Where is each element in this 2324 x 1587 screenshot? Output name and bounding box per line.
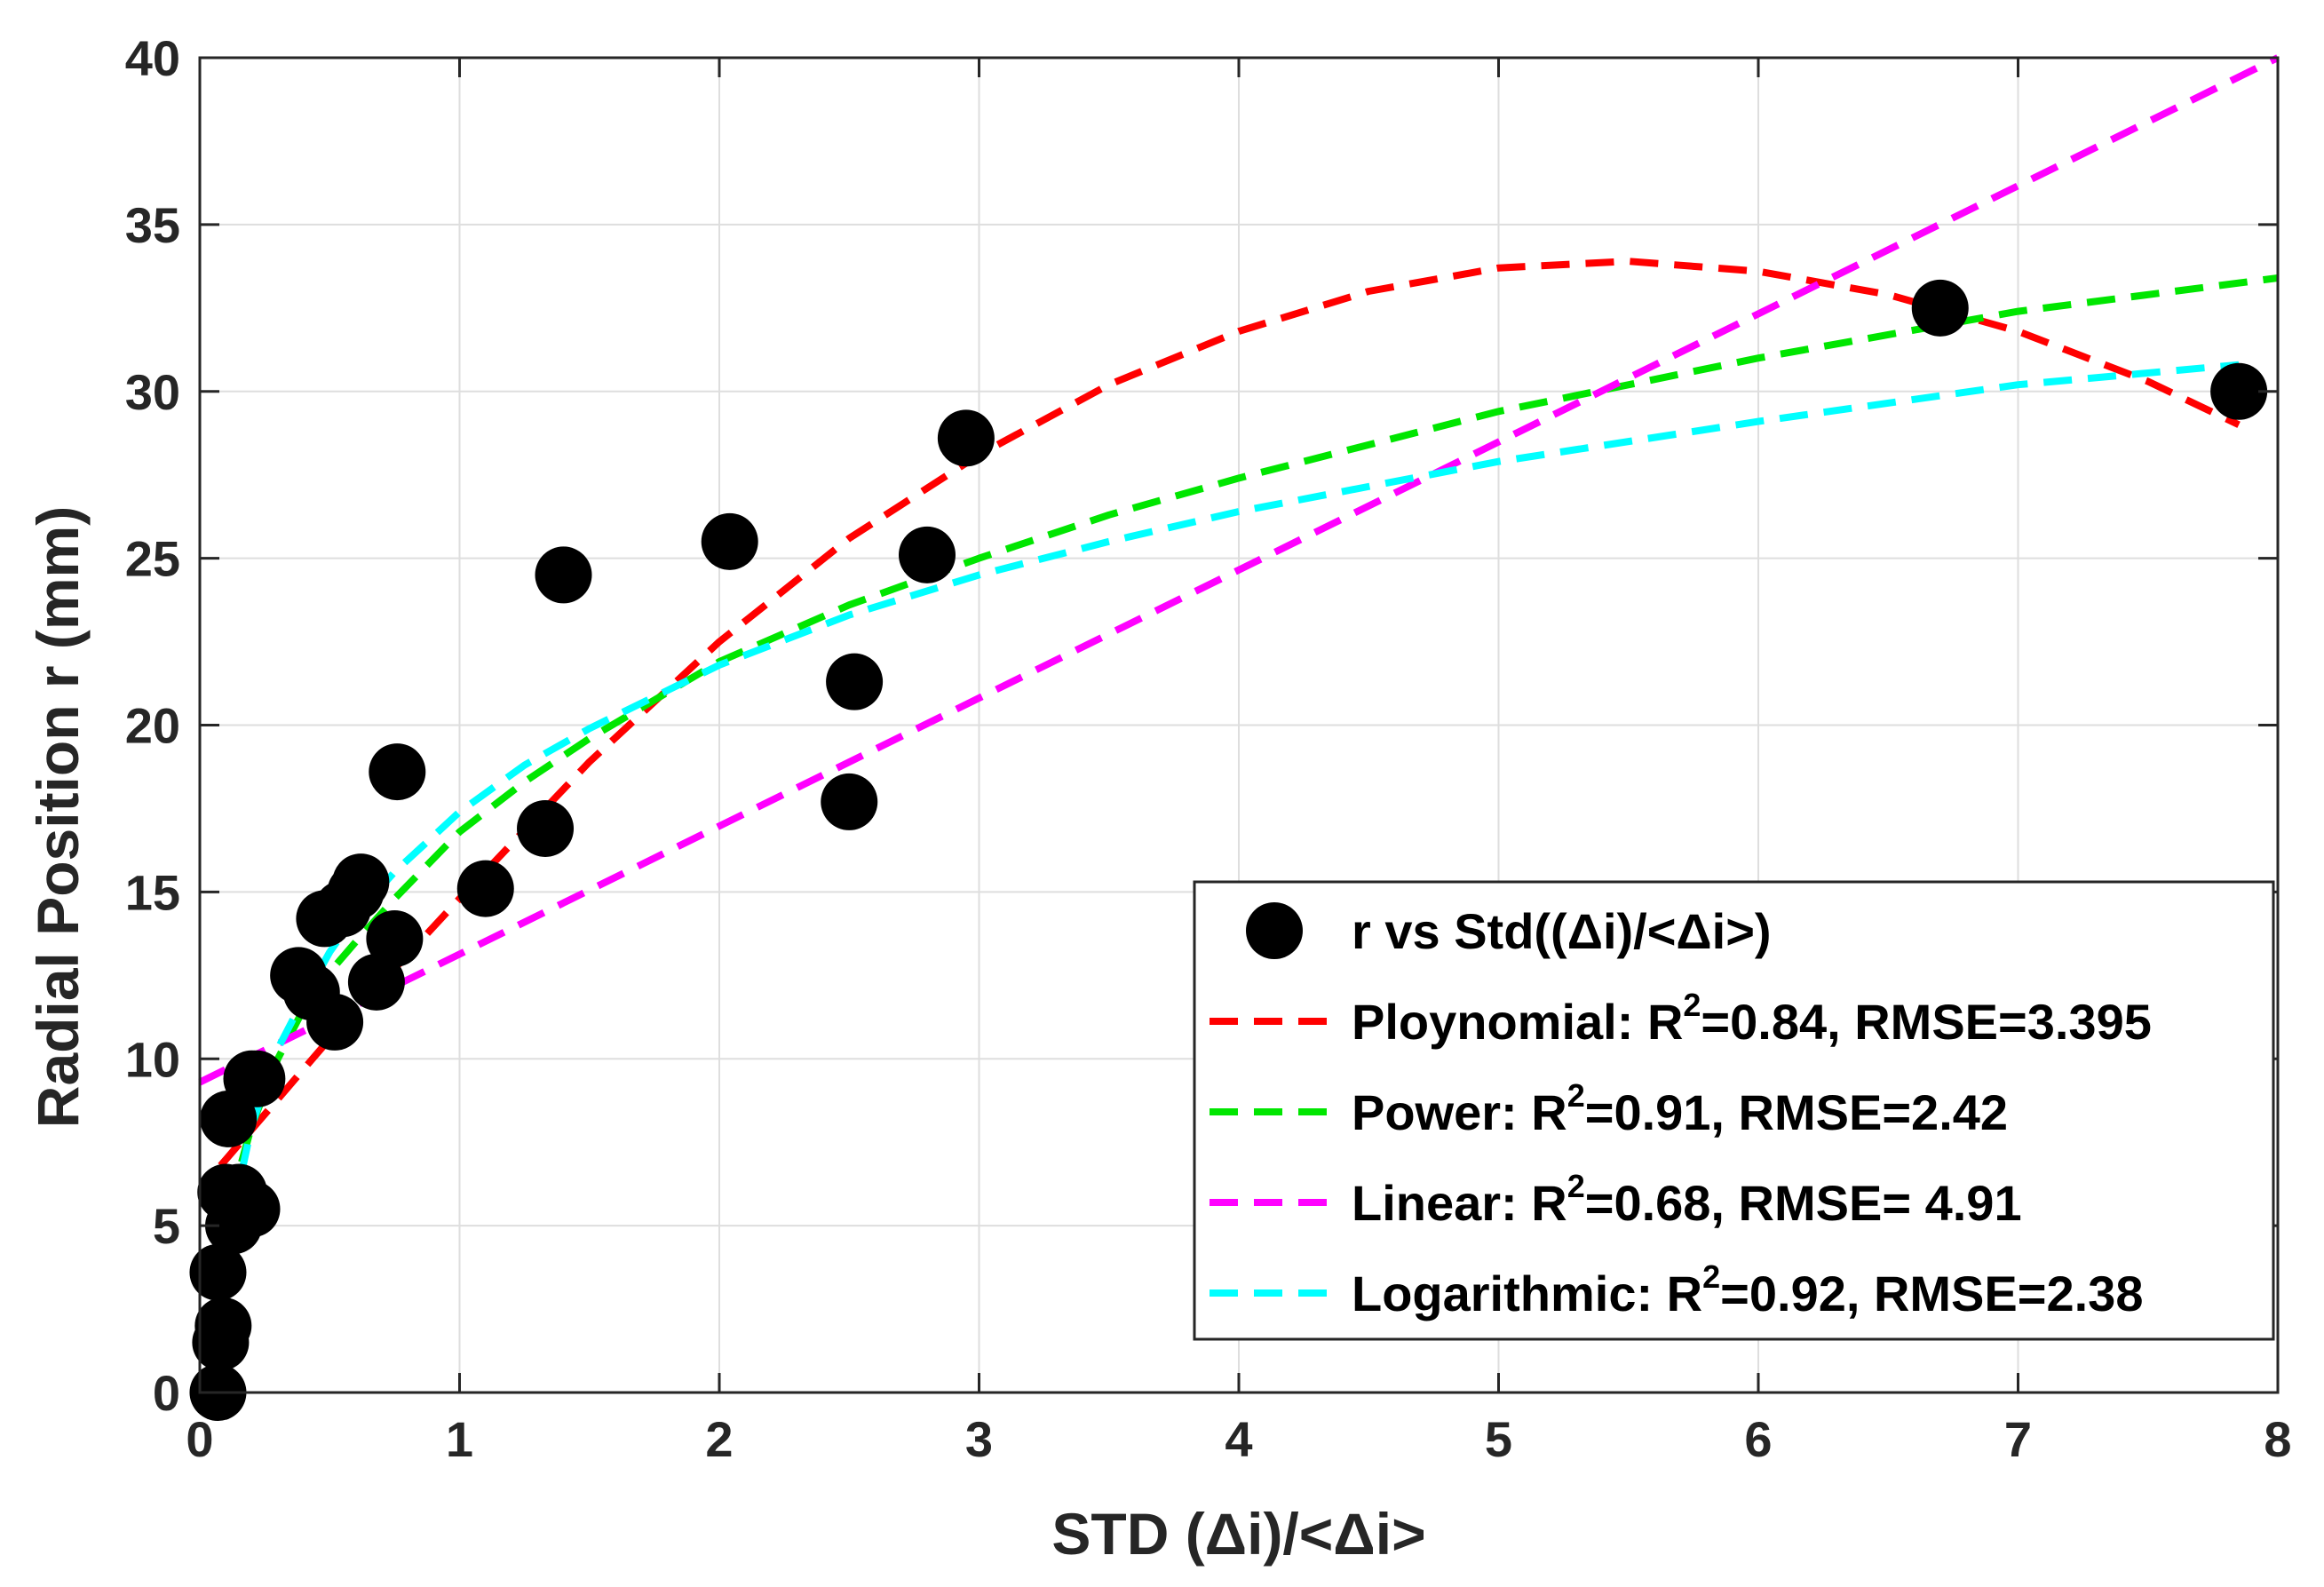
y-tick-label: 40 — [125, 30, 180, 86]
data-point — [369, 743, 426, 801]
fit-line-polynomial — [218, 258, 2241, 1169]
y-tick-label: 5 — [153, 1198, 180, 1254]
x-tick-label: 3 — [965, 1411, 993, 1467]
x-tick-label: 2 — [705, 1411, 733, 1467]
fit-line-logarithmic — [214, 361, 2240, 1393]
y-tick-label: 30 — [125, 364, 180, 420]
y-tick-label: 10 — [125, 1031, 180, 1087]
data-point — [821, 773, 878, 830]
data-point — [189, 1243, 247, 1301]
data-point — [2210, 362, 2268, 420]
legend-label-power: Power: R2=0.91, RMSE=2.42 — [1352, 1077, 2008, 1140]
data-point — [366, 909, 424, 967]
legend-label-logarithmic: Logarithmic: R2=0.92, RMSE=2.38 — [1352, 1258, 2143, 1321]
data-point — [535, 546, 592, 604]
data-point — [347, 953, 405, 1011]
legend-box — [1193, 880, 2275, 1341]
y-tick-label: 35 — [125, 197, 180, 253]
y-axis-label: Radial Position r (mm) — [25, 506, 91, 1128]
x-tick-label: 8 — [2264, 1411, 2291, 1467]
y-tick-label: 15 — [125, 864, 180, 920]
x-tick-label: 4 — [1225, 1411, 1252, 1467]
data-point — [194, 1297, 252, 1354]
x-tick-label: 7 — [2004, 1411, 2032, 1467]
y-tick-label: 25 — [125, 531, 180, 587]
data-point — [228, 1050, 286, 1107]
legend-label-polynomial: Ploynomial: R2=0.84, RMSE=3.395 — [1352, 987, 2152, 1050]
data-point — [826, 653, 884, 710]
data-point — [210, 1163, 267, 1221]
data-point — [306, 993, 364, 1051]
fit-line-linear — [198, 54, 2280, 1086]
legend-label-points: r vs Std((Δi)/<Δi>) — [1352, 903, 1772, 959]
x-tick-label: 5 — [1485, 1411, 1512, 1467]
x-tick-label: 0 — [186, 1411, 213, 1467]
data-points — [189, 279, 2268, 1421]
x-axis-label: STD (Δi)/<Δi> — [1051, 1501, 1425, 1567]
data-point — [899, 526, 956, 583]
x-tick-label: 6 — [1744, 1411, 1772, 1467]
data-point — [456, 860, 514, 917]
data-point — [937, 409, 995, 467]
axis-ticks: 0 1 2 3 4 5 6 7 8 0 5 10 15 20 25 30 35 40 — [125, 30, 2292, 1467]
y-tick-label: 0 — [153, 1365, 180, 1421]
legend-label-linear: Linear: R2=0.68, RMSE= 4.91 — [1352, 1168, 2022, 1231]
data-point — [332, 853, 390, 911]
x-tick-label: 1 — [446, 1411, 473, 1467]
data-point — [1911, 279, 1969, 337]
data-point — [701, 512, 758, 570]
legend: r vs Std((Δi)/<Δi>) Ploynomial: R2=0.84,… — [1193, 880, 2275, 1341]
data-point — [517, 799, 575, 857]
legend-marker-points — [1246, 902, 1303, 959]
y-tick-label: 20 — [125, 698, 180, 754]
